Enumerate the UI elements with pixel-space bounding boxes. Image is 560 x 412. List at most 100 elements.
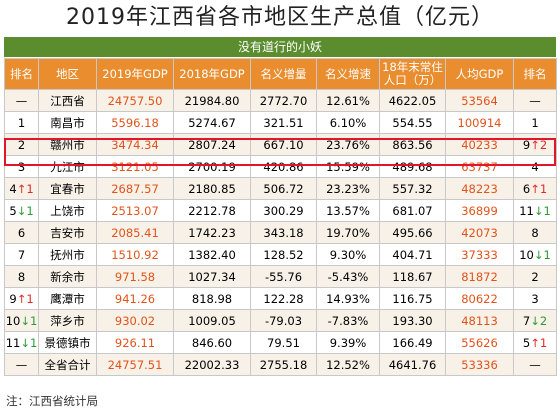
cell-population: 557.32 [379,177,446,200]
cell-gdp-2018: 1027.34 [173,265,251,288]
cell-nominal-increase: 128.52 [250,243,317,266]
cell-region-value: 南昌市 [50,115,85,130]
cell-region: 抚州市 [38,243,97,266]
cell-rank-value: 10 [5,313,21,328]
gdp-table: 排名 地区 2019年GDP 2018年GDP 名义增量 名义增速 18年末常住… [4,58,557,376]
cell-gdp-2019: 926.11 [96,331,174,354]
cell-nominal-increase: 420.86 [250,155,317,178]
cell-rank: 10↓1 [4,309,39,332]
cell-gdp-2018-value: 2212.78 [188,203,236,218]
cell-population: 116.75 [379,287,446,310]
cell-rank: 6 [4,221,39,244]
cell-population-value: 116.75 [392,291,433,306]
cell-gdp-2019: 3121.05 [96,155,174,178]
header-per-capita-rank: 排名 [513,58,557,90]
cell-nominal-growth: 15.59% [316,155,380,178]
cell-rank: 7 [4,243,39,266]
cell-per-capita-gdp-value: 53336 [461,357,498,372]
cell-region-value: 鹰潭市 [50,291,85,306]
cell-per-capita-gdp: 53564 [445,89,514,112]
cell-gdp-2018-value: 846.60 [191,335,233,350]
cell-nominal-increase: 300.29 [250,199,317,222]
cell-per-capita-rank-value: — [529,357,541,372]
cell-region: 景德镇市 [38,331,97,354]
cell-nominal-increase: 2772.70 [250,89,317,112]
rank-change-indicator: ↓1 [533,247,551,262]
cell-nominal-growth-value: 19.70% [326,225,370,240]
cell-gdp-2018-value: 2180.85 [188,181,236,196]
cell-gdp-2018: 1382.40 [173,243,251,266]
cell-region-value: 赣州市 [50,137,85,152]
cell-nominal-increase-value: -79.03 [264,313,303,328]
cell-nominal-increase: -79.03 [250,309,317,332]
cell-rank: 1 [4,111,39,134]
table-row: — 江西省 24757.50 21984.80 2772.70 12.61% 4622.05… [4,89,557,112]
cell-nominal-increase: -55.76 [250,265,317,288]
table-row: 11↓1 景德镇市 926.11 846.60 79.51 9.39% 166.49 5562… [4,331,557,354]
cell-per-capita-rank-value: 6 [522,181,531,196]
cell-gdp-2018-value: 1382.40 [188,247,236,262]
cell-gdp-2018-value: 21984.80 [184,93,240,108]
rank-change-indicator: ↑2 [530,137,548,152]
cell-population: 118.67 [379,265,446,288]
cell-gdp-2019: 1510.92 [96,243,174,266]
cell-per-capita-rank-value: 11 [519,203,534,218]
cell-region-value: 新余市 [50,269,85,284]
cell-per-capita-rank-value: — [529,93,541,108]
cell-rank-value: 5 [9,203,17,218]
cell-population-value: 4622.05 [388,93,437,108]
cell-per-capita-gdp-value: 63737 [461,159,498,174]
rank-change-indicator: ↓2 [530,313,548,328]
cell-region: 南昌市 [38,111,97,134]
cell-gdp-2019: 941.26 [96,287,174,310]
cell-population: 554.55 [379,111,446,134]
cell-gdp-2018: 1009.05 [173,309,251,332]
cell-nominal-increase-value: 128.52 [263,247,304,262]
cell-rank: 11↓1 [4,331,39,354]
cell-rank-value: 11 [5,335,21,350]
cell-region: 鹰潭市 [38,287,97,310]
header-nominal-growth: 名义增速 [316,58,380,90]
table-row: 5↓1 上饶市 2513.07 2212.78 300.29 13.57% 681.07 36… [4,199,557,222]
cell-gdp-2018: 2212.78 [173,199,251,222]
cell-nominal-increase: 667.10 [250,133,317,156]
rank-change-indicator: ↓1 [20,313,38,328]
cell-per-capita-gdp: 42073 [445,221,514,244]
cell-population: 4641.76 [379,353,446,376]
cell-nominal-increase: 122.28 [250,287,317,310]
cell-per-capita-gdp-value: 48223 [461,181,498,196]
cell-gdp-2018-value: 2700.19 [188,159,236,174]
cell-gdp-2019-value: 3474.34 [111,137,159,152]
cell-per-capita-rank-value: 5 [522,335,531,350]
cell-nominal-growth: -5.43% [316,265,380,288]
cell-per-capita-rank: 3 [513,287,557,310]
cell-per-capita-rank-value: 8 [531,225,539,240]
cell-population-value: 557.32 [392,181,433,196]
cell-per-capita-gdp: 63737 [445,155,514,178]
cell-rank-value: 1 [17,115,26,130]
cell-per-capita-gdp: 55626 [445,331,514,354]
rank-change-indicator: ↑1 [530,181,548,196]
cell-population: 193.30 [379,309,446,332]
cell-population-value: 118.67 [392,269,433,284]
cell-gdp-2018: 818.98 [173,287,251,310]
cell-gdp-2019-value: 2085.41 [111,225,159,240]
cell-per-capita-gdp-value: 81872 [461,269,498,284]
cell-nominal-increase-value: 300.29 [263,203,304,218]
cell-per-capita-rank: 7↓2 [513,309,557,332]
table-row: 2 赣州市 3474.34 2807.24 667.10 23.76% 863.56 4023… [4,133,557,156]
table-row: 6 吉安市 2085.41 1742.23 343.18 19.70% 495.66 4207… [4,221,557,244]
cell-nominal-growth-value: 23.23% [326,181,370,196]
cell-nominal-growth-value: 23.76% [326,137,370,152]
cell-per-capita-rank-value: 9 [522,137,531,152]
cell-rank: 5↓1 [4,199,39,222]
cell-gdp-2019: 930.02 [96,309,174,332]
table-row: — 全省合计 24757.51 22002.33 2755.18 12.52% 4641.7… [4,353,557,376]
cell-region: 赣州市 [38,133,97,156]
cell-nominal-increase: 506.72 [250,177,317,200]
cell-rank-value: 3 [17,159,26,174]
cell-gdp-2019-value: 971.58 [114,269,156,284]
cell-gdp-2018-value: 1742.23 [188,225,236,240]
cell-rank-value: 6 [17,225,26,240]
table-header: 排名 地区 2019年GDP 2018年GDP 名义增量 名义增速 18年末常住… [4,58,557,90]
